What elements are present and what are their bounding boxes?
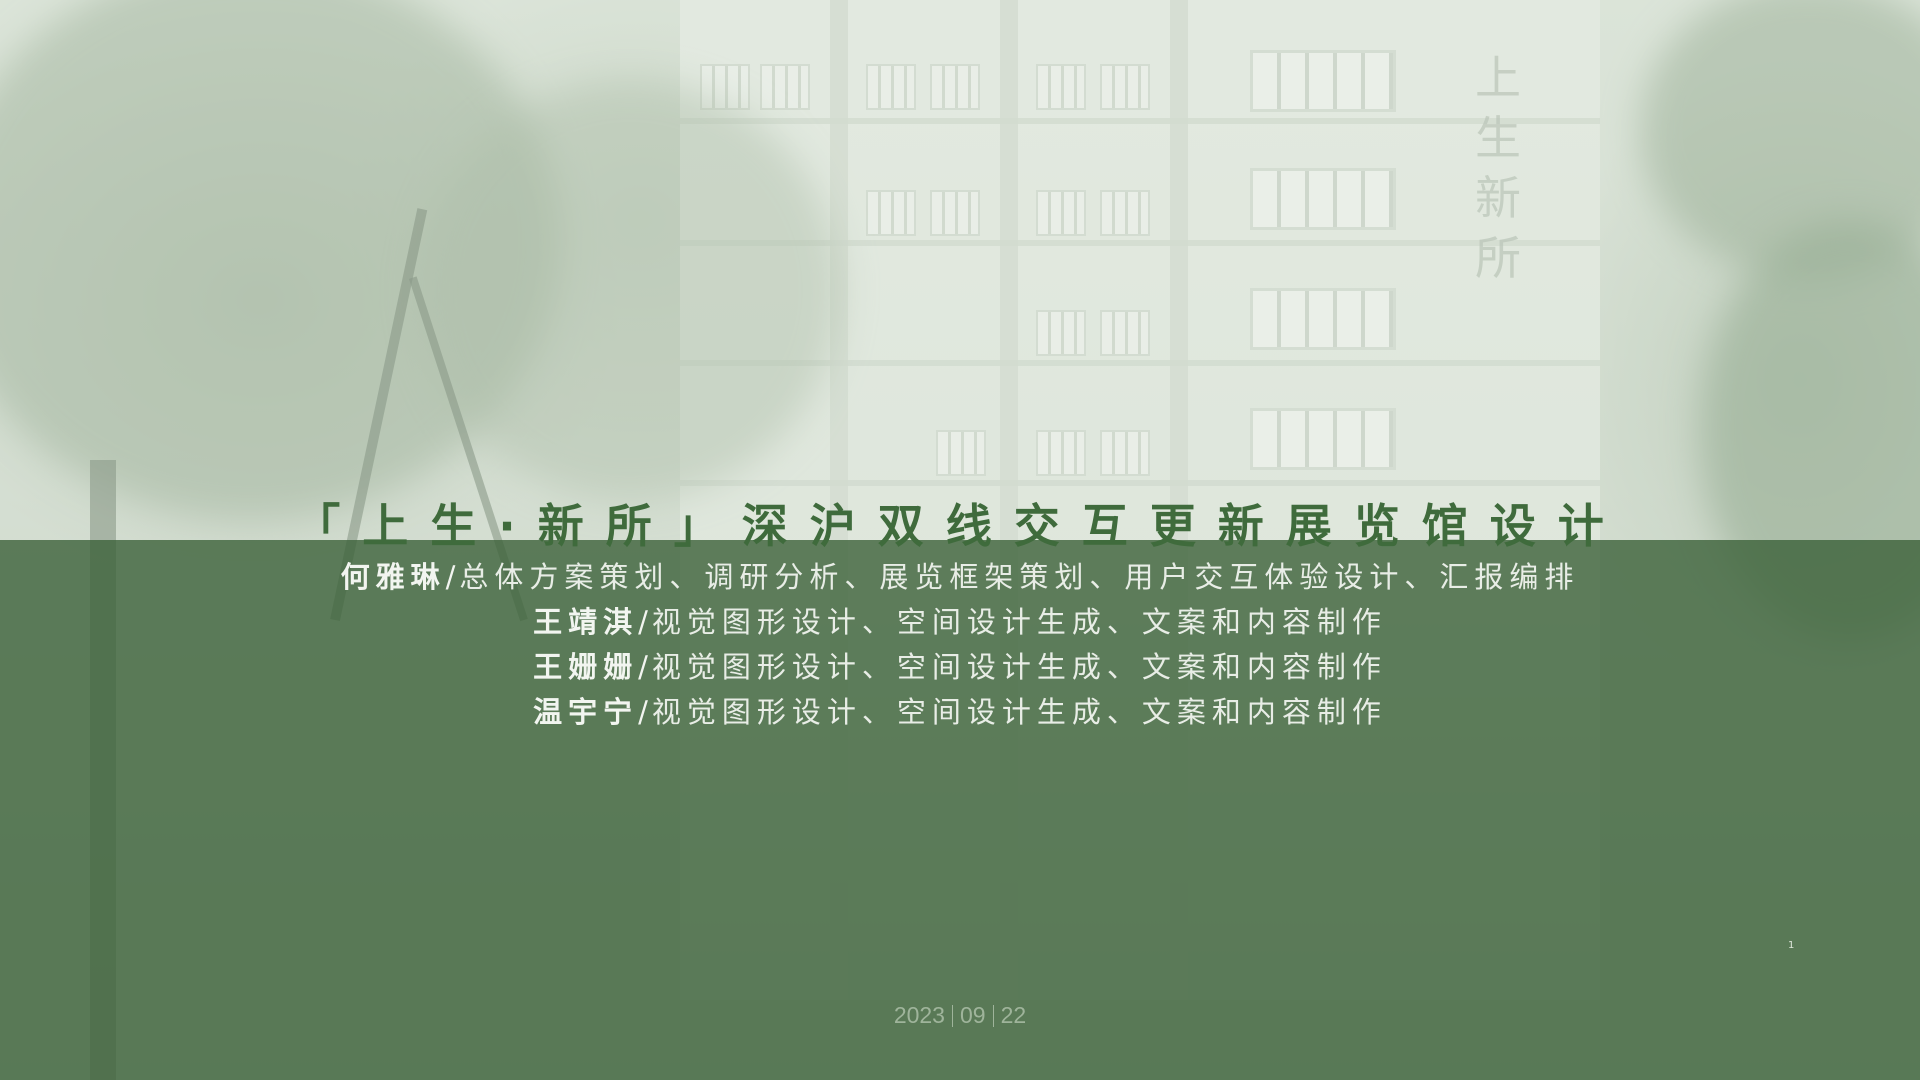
credit-separator: /: [445, 560, 456, 594]
credit-role: 视觉图形设计、空间设计生成、文案和内容制作: [651, 650, 1387, 684]
credit-row: 何雅琳 / 总体方案策划、调研分析、展览框架策划、用户交互体验设计、汇报编排: [0, 554, 1920, 599]
date-divider: [951, 1004, 953, 1027]
credit-separator: /: [638, 650, 648, 684]
date-month: 09: [959, 1002, 986, 1028]
building-sign: 上 生 新 所: [1475, 51, 1521, 285]
credit-name: 王姗姗: [533, 650, 639, 684]
slide-title: 「上生·新所」深沪双线交互更新展览馆设计: [294, 499, 1626, 553]
credit-name: 何雅琳: [340, 560, 446, 594]
date: 2023 09 22: [0, 1002, 1920, 1029]
credit-role: 视觉图形设计、空间设计生成、文案和内容制作: [651, 695, 1387, 729]
credit-row: 王姗姗 / 视觉图形设计、空间设计生成、文案和内容制作: [0, 644, 1920, 689]
credit-role: 总体方案策划、调研分析、展览框架策划、用户交互体验设计、汇报编排: [459, 560, 1580, 594]
credit-row: 王靖淇 / 视觉图形设计、空间设计生成、文案和内容制作: [0, 599, 1920, 644]
credits-list: 何雅琳 / 总体方案策划、调研分析、展览框架策划、用户交互体验设计、汇报编排 王…: [0, 554, 1920, 734]
credit-row: 温宇宁 / 视觉图形设计、空间设计生成、文案和内容制作: [0, 689, 1920, 734]
date-divider: [992, 1004, 994, 1027]
credit-separator: /: [638, 695, 648, 729]
page-number: 1: [1788, 940, 1795, 951]
credit-separator: /: [638, 605, 648, 639]
credit-role: 视觉图形设计、空间设计生成、文案和内容制作: [651, 605, 1387, 639]
green-overlay: [0, 540, 1920, 1080]
tree-foliage: [420, 80, 840, 500]
credit-name: 王靖淇: [533, 605, 639, 639]
credit-name: 温宇宁: [533, 695, 639, 729]
date-day: 22: [1000, 1002, 1027, 1028]
date-year: 2023: [893, 1002, 945, 1028]
